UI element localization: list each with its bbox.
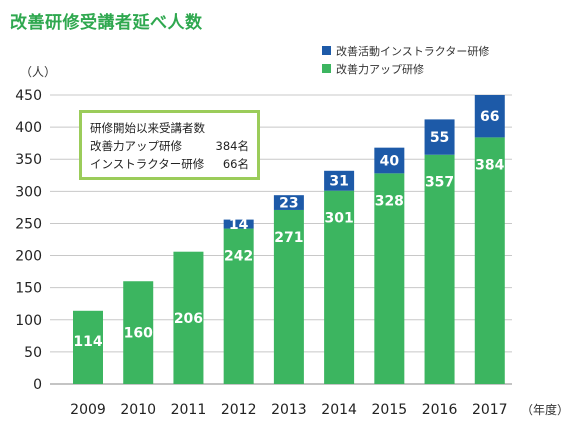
legend-swatch bbox=[322, 64, 331, 73]
y-tick-label: 250 bbox=[15, 216, 42, 232]
y-axis-ticks: 0 50 100 150 200 250 300 350 400 450 bbox=[15, 88, 42, 393]
bar-value-label: 14 bbox=[229, 217, 249, 233]
x-tick-label: 2015 bbox=[372, 402, 408, 418]
bar-blue bbox=[223, 219, 254, 229]
bar-value-label: 23 bbox=[279, 196, 298, 212]
bar-blue bbox=[324, 170, 355, 191]
bars: 114 160 206 242 14 271 23 301 31 328 40 357 55 384 66 bbox=[73, 95, 505, 384]
y-tick-label: 150 bbox=[15, 281, 42, 297]
note-row-value: 66名 bbox=[222, 157, 249, 171]
bar-blue bbox=[273, 195, 304, 210]
x-tick-label: 2011 bbox=[171, 402, 207, 418]
x-tick-label: 2013 bbox=[271, 402, 307, 418]
y-tick-label: 0 bbox=[33, 377, 42, 393]
bar-value-label: 357 bbox=[425, 175, 454, 191]
bar-value-label: 160 bbox=[124, 326, 153, 342]
legend-label: 改善活動インストラクター研修 bbox=[336, 44, 489, 58]
x-tick-label: 2016 bbox=[422, 402, 458, 418]
x-tick-label: 2012 bbox=[221, 402, 257, 418]
bar-green bbox=[123, 281, 154, 384]
bar-green bbox=[223, 228, 254, 384]
bar-green bbox=[474, 137, 505, 384]
legend-label: 改善力アップ研修 bbox=[336, 62, 424, 76]
bar-value-label: 206 bbox=[174, 311, 203, 327]
bar-value-label: 114 bbox=[73, 334, 102, 350]
x-axis-ticks: 2009 2010 2011 2012 2013 2014 2015 2016 2017 bbox=[70, 402, 507, 418]
x-tick-label: 2014 bbox=[321, 402, 357, 418]
note-row-kaizen: 改善力アップ研修 384名 bbox=[90, 137, 249, 155]
bar-green bbox=[173, 251, 204, 384]
y-tick-label: 300 bbox=[15, 184, 42, 200]
bar-value-label: 328 bbox=[375, 193, 404, 209]
y-tick-label: 450 bbox=[15, 88, 42, 104]
x-tick-label: 2009 bbox=[70, 402, 106, 418]
bar-blue bbox=[374, 147, 405, 174]
x-tick-label: 2010 bbox=[120, 402, 156, 418]
note-row-label: インストラクター研修 bbox=[90, 157, 205, 171]
bar-value-label: 384 bbox=[475, 157, 504, 173]
legend-swatch bbox=[322, 46, 331, 55]
bar-value-label: 66 bbox=[480, 109, 499, 125]
bar-green bbox=[324, 190, 355, 384]
bar-value-label: 242 bbox=[224, 249, 253, 265]
y-tick-label: 350 bbox=[15, 152, 42, 168]
bar-blue bbox=[424, 119, 455, 155]
x-tick-label: 2017 bbox=[472, 402, 508, 418]
note-row-label: 改善力アップ研修 bbox=[90, 139, 182, 153]
bar-value-label: 301 bbox=[324, 211, 353, 227]
y-axis-unit-label: （人） bbox=[20, 65, 56, 79]
bar-value-label: 40 bbox=[380, 154, 400, 170]
note-row-instructor: インストラクター研修 66名 bbox=[90, 155, 249, 173]
bar-green bbox=[374, 173, 405, 384]
x-axis-unit-label: （年度） bbox=[521, 402, 562, 417]
bar-value-label: 55 bbox=[430, 130, 449, 146]
bar-value-label: 31 bbox=[329, 174, 348, 190]
bar-green bbox=[73, 310, 103, 384]
y-tick-label: 50 bbox=[24, 345, 42, 361]
note-row-value: 384名 bbox=[215, 139, 249, 153]
note-heading: 研修開始以来受講者数 bbox=[90, 121, 205, 135]
y-tick-label: 400 bbox=[15, 120, 42, 136]
bar-green bbox=[273, 209, 304, 384]
bar-value-label: 271 bbox=[274, 230, 303, 246]
bar-blue bbox=[474, 95, 505, 138]
y-tick-label: 200 bbox=[15, 249, 42, 265]
y-tick-label: 100 bbox=[15, 313, 42, 329]
page-title: 改善研修受講者延べ人数 bbox=[10, 13, 203, 33]
bar-green bbox=[424, 154, 455, 384]
summary-note-box: 研修開始以来受講者数 改善力アップ研修 384名 インストラクター研修 66名 bbox=[79, 110, 260, 180]
